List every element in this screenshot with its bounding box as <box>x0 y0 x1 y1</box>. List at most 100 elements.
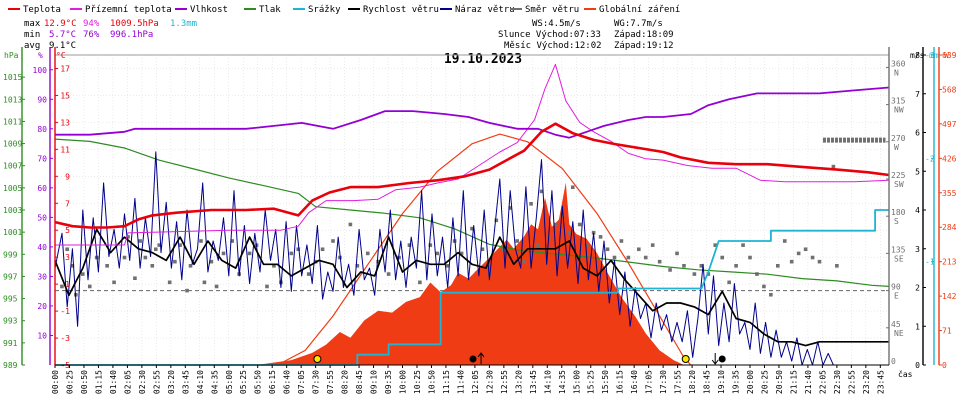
wind-dir-point <box>459 251 464 256</box>
degc-tick-label: 13 <box>60 118 70 127</box>
x-tick-label: 12:30 <box>485 370 494 394</box>
x-tick-label: 15:50 <box>601 370 610 394</box>
wind-dir-point <box>173 259 177 264</box>
x-tick-label: 00:00 <box>51 370 60 394</box>
wind-dir-point <box>157 243 162 247</box>
dir-tick-compass: S <box>894 217 899 226</box>
x-tick-label: 20:25 <box>760 370 769 394</box>
ms-axis-unit: m/s <box>910 51 925 60</box>
wind-dir-point <box>445 264 450 268</box>
wind-dir-point <box>539 189 544 194</box>
legend-label: Rychlost větru <box>363 5 439 15</box>
wind-dir-point <box>188 264 193 268</box>
degc-tick-label: 3 <box>65 253 70 262</box>
series-line-1 <box>55 63 890 246</box>
x-tick-label: 21:15 <box>789 370 798 394</box>
wind-dir-point <box>167 280 172 285</box>
ms-tick-label: 8 <box>915 51 920 60</box>
x-tick-label: 19:10 <box>717 370 726 394</box>
moon-rise-info: Měsíc Východ:12:02 <box>504 41 602 51</box>
ms-tick-label: 2 <box>915 284 920 293</box>
x-tick-label: 18:45 <box>703 370 712 394</box>
wind-dir-point <box>105 264 109 268</box>
x-axis-unit: čas <box>898 369 913 379</box>
x-tick-label: 05:25 <box>239 370 248 394</box>
wind-dir-point <box>87 284 92 289</box>
wind-dir-point <box>289 251 294 256</box>
legend-label: Teplota <box>23 5 61 15</box>
hpa-tick-label: 1015 <box>3 73 22 82</box>
hpa-tick-label: 989 <box>3 361 18 370</box>
x-tick-label: 18:20 <box>688 370 697 394</box>
dir-tick-degrees: 45 <box>891 320 901 329</box>
stats-max-rain: 1.3mm <box>170 19 197 29</box>
wind-dir-point <box>598 235 603 239</box>
wind-dir-point <box>522 259 526 264</box>
ms-tick-label: 6 <box>915 129 920 138</box>
wind-dir-point <box>529 202 533 206</box>
degc-tick-label: 17 <box>60 64 70 73</box>
legend-label: Směr větru <box>525 5 579 15</box>
sunset-marker <box>681 355 690 363</box>
series-line-0 <box>54 122 890 229</box>
x-tick-label: 09:35 <box>384 370 393 394</box>
wind-dir-point <box>810 255 815 260</box>
wind-dir-point <box>515 239 519 243</box>
x-tick-label: 22:30 <box>833 370 842 394</box>
wind-dir-point <box>713 243 718 247</box>
wind-dir-point <box>668 268 672 272</box>
wind-dir-point <box>81 272 85 276</box>
dir-tick-degrees: 225 <box>891 171 906 180</box>
stats-avg-temp: 9.1°C <box>49 41 76 51</box>
x-tick-label: 14:35 <box>558 370 567 394</box>
dir-tick-compass: N <box>894 68 899 77</box>
stats-max-label: max <box>24 19 41 29</box>
legend-label: Tlak <box>259 5 281 15</box>
dir-tick-compass: NE <box>894 329 904 338</box>
wind-dir-point <box>65 247 69 252</box>
wind-dir-point <box>150 264 155 268</box>
wind-dir-point <box>584 243 589 247</box>
wind-dir-point <box>675 251 679 256</box>
wind-dir-point <box>480 247 485 252</box>
x-tick-label: 07:30 <box>312 370 321 394</box>
wm2-tick-label: 568 <box>942 85 957 94</box>
wind-dir-point <box>60 284 64 289</box>
dir-tick-degrees: 90 <box>891 283 901 292</box>
degc-tick-label: -1 <box>60 307 70 316</box>
x-tick-label: 11:40 <box>456 370 465 394</box>
dir-tick-compass: W <box>894 143 899 152</box>
wind-dir-point <box>734 264 738 268</box>
x-tick-label: 07:05 <box>297 370 306 394</box>
x-tick-label: 16:40 <box>630 370 639 394</box>
wind-dir-point <box>331 239 335 243</box>
wind-dir-point <box>138 239 142 243</box>
hpa-tick-label: 1005 <box>3 184 22 193</box>
dir-tick-compass: E <box>894 292 899 301</box>
pct-tick-label: 20 <box>37 302 47 311</box>
x-tick-label: 04:35 <box>210 370 219 394</box>
x-tick-label: 11:15 <box>442 370 451 394</box>
hpa-tick-label: 991 <box>3 339 18 348</box>
wind-dir-point <box>699 264 704 268</box>
wind-dir-point <box>407 243 412 247</box>
degc-tick-label: 7 <box>65 199 70 208</box>
legend: Teplota Přízemní teplota Vlhkost Tlak Srážky… <box>8 5 680 15</box>
dir-tick-degrees: 270 <box>891 134 906 143</box>
wind-dir-point <box>230 239 235 243</box>
wind-dir-point <box>70 264 75 268</box>
wind-gust-info: WG:7.7m/s <box>614 19 663 29</box>
hpa-tick-label: 1007 <box>3 162 22 171</box>
chart-title: 19.10.2023 <box>444 52 522 67</box>
wind-dir-point <box>296 247 301 252</box>
x-tick-label: 09:10 <box>370 370 379 394</box>
stats-max-hum: 94% <box>83 19 100 29</box>
mm-tick-label: -2 <box>925 154 935 163</box>
wind-dir-point <box>720 255 724 260</box>
wind-dir-point <box>143 255 148 260</box>
pct-tick-label: 30 <box>37 272 47 281</box>
x-tick-label: 23:45 <box>876 370 885 394</box>
x-tick-label: 08:20 <box>341 370 350 394</box>
dir-tick-degrees: 135 <box>891 245 906 254</box>
